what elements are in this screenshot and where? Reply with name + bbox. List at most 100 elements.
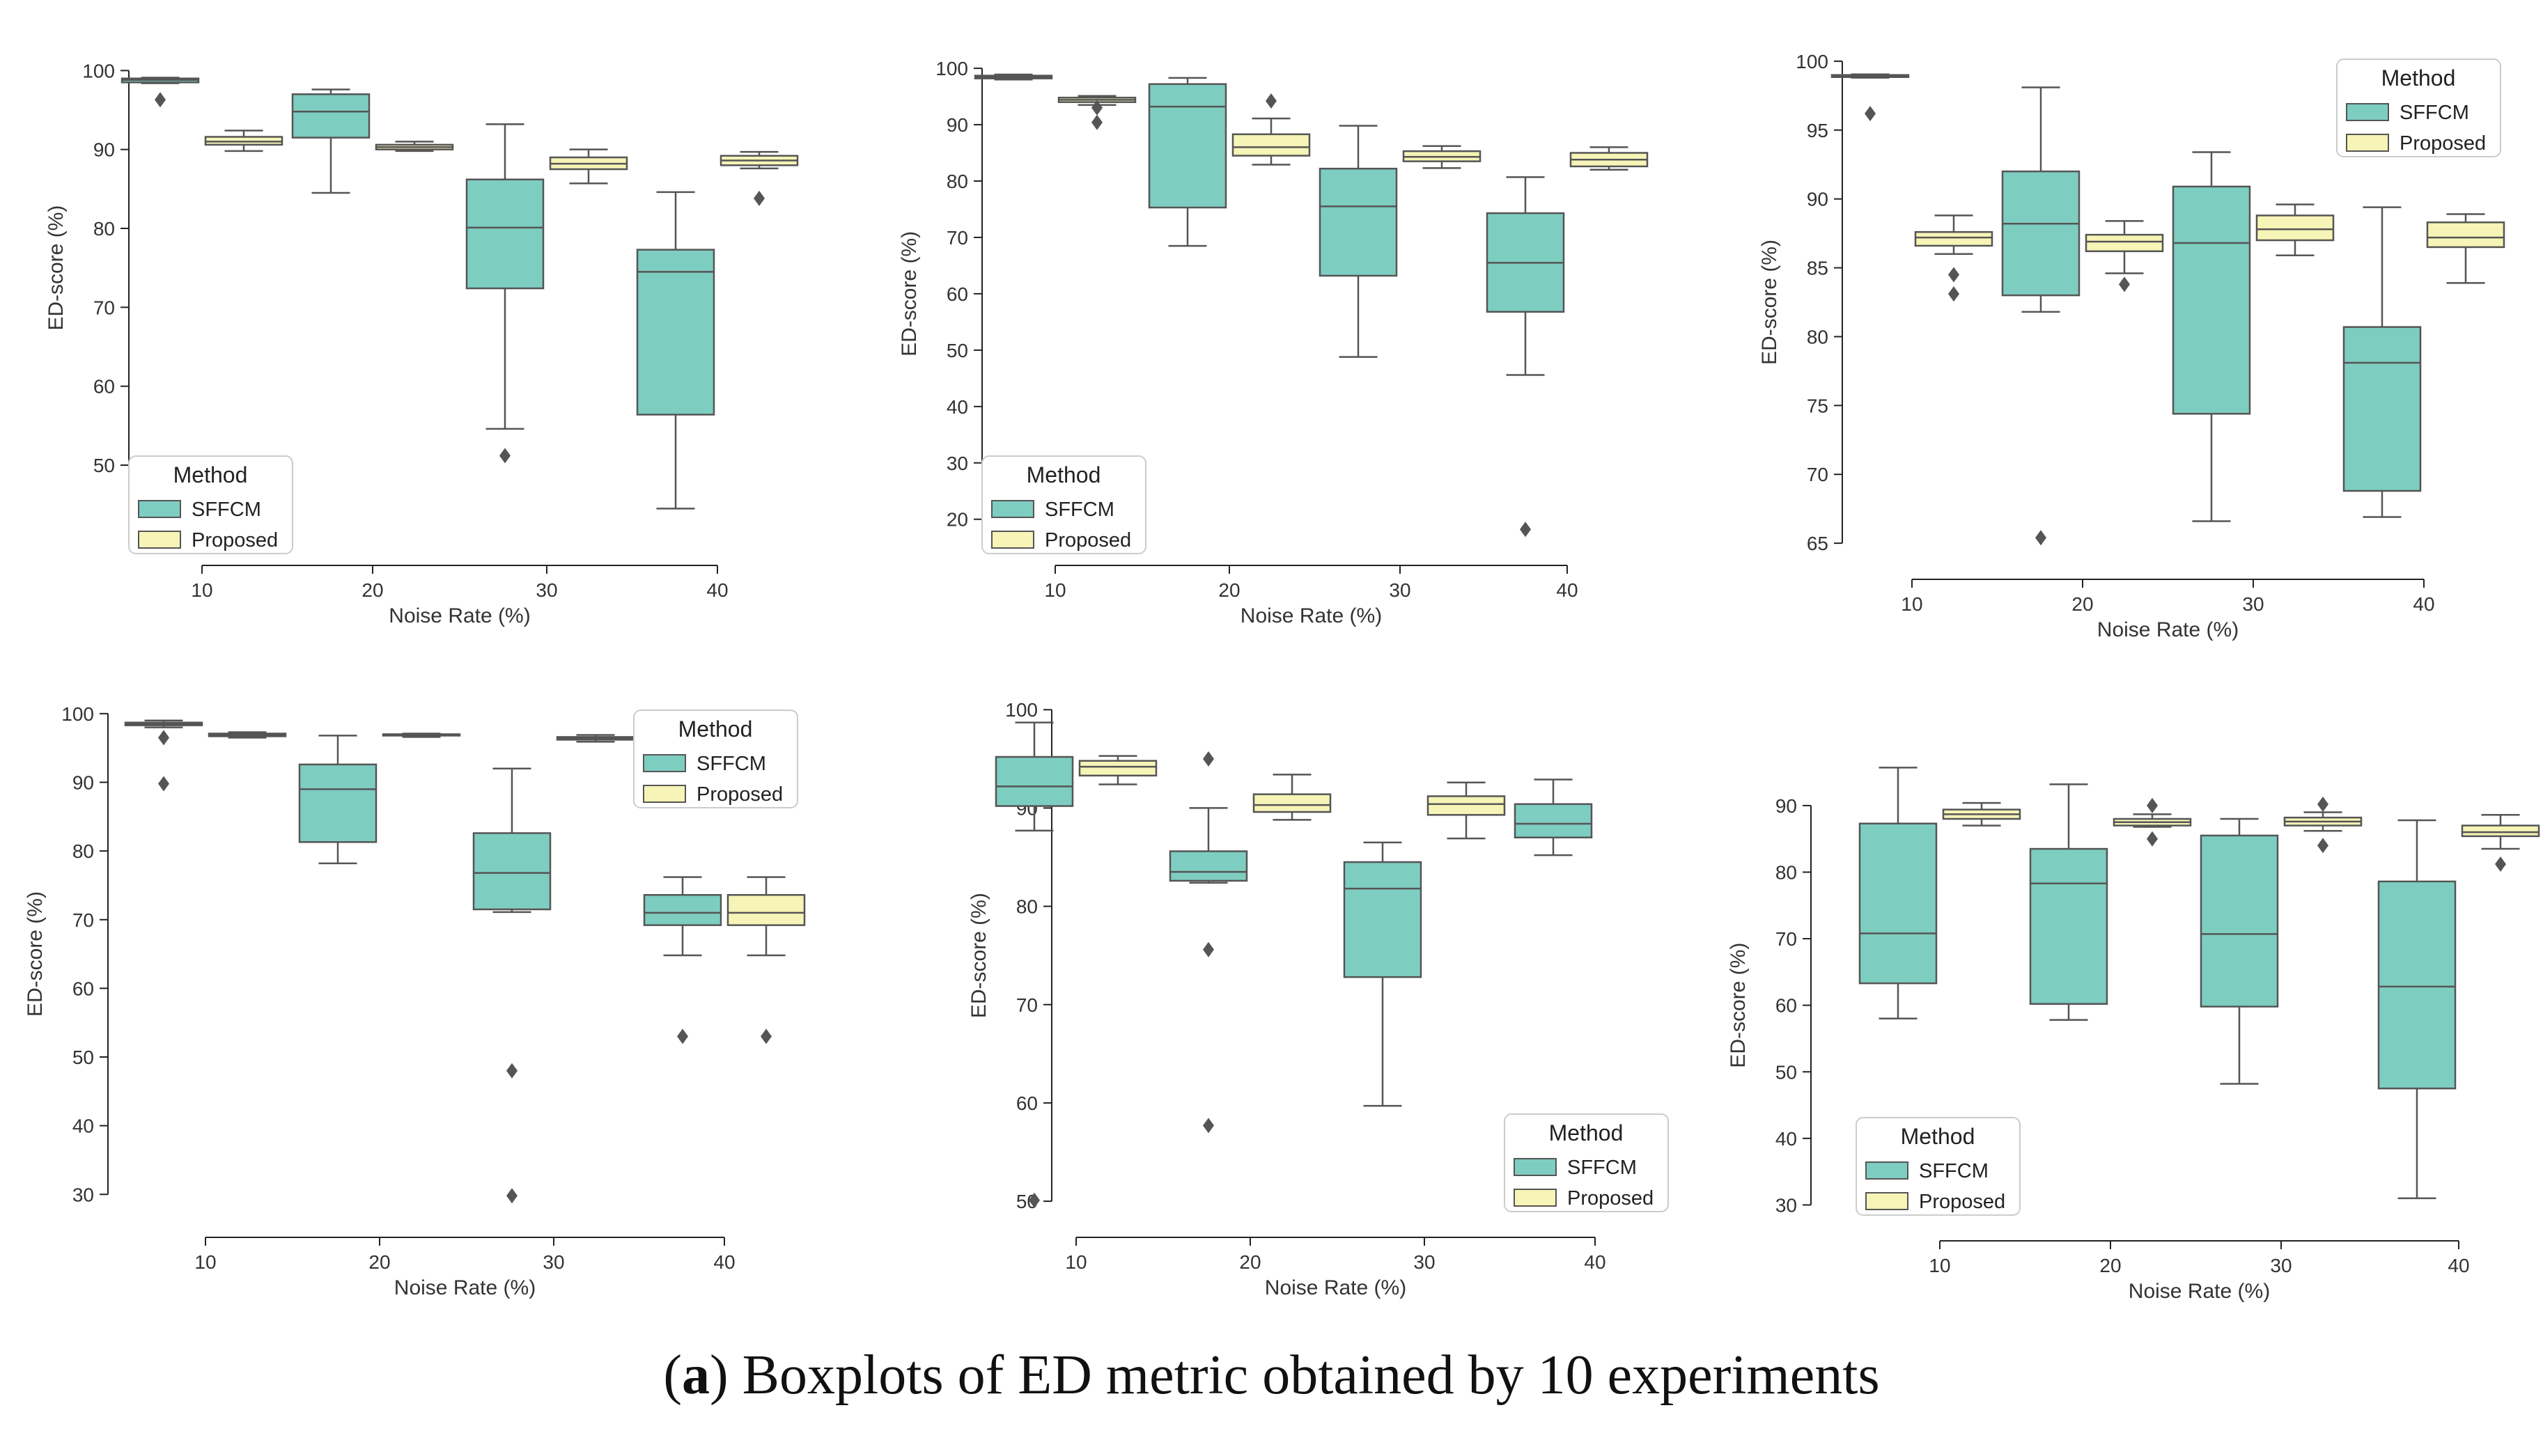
legend-label-proposed: Proposed (192, 529, 278, 551)
outlier-point (1029, 1192, 1040, 1208)
legend-label-proposed: Proposed (1567, 1187, 1654, 1210)
iqr-box (1148, 83, 1227, 209)
iqr-box (1231, 133, 1311, 157)
outlier-point (1203, 941, 1214, 957)
iqr-box (2461, 824, 2540, 838)
y-tick-label: 80 (93, 218, 115, 240)
box-proposed-10 (204, 130, 283, 152)
box-sffcm-20 (1148, 77, 1227, 247)
x-tick-label: 20 (2071, 593, 2093, 615)
iqr-box (2377, 880, 2457, 1090)
y-tick-label: 50 (947, 340, 968, 361)
box-proposed-40 (720, 150, 799, 206)
iqr-box (472, 832, 552, 911)
box-proposed-30 (1402, 145, 1482, 169)
y-tick-label: 50 (93, 455, 115, 476)
legend-swatch-proposed (991, 531, 1034, 549)
x-tick-label: 30 (2270, 1255, 2292, 1276)
iqr-box (2426, 221, 2505, 249)
x-tick-label: 30 (1389, 579, 1410, 601)
box-proposed-20 (382, 733, 461, 738)
outlier-point (754, 190, 765, 206)
y-tick-label: 90 (72, 772, 94, 793)
y-tick-label: 30 (1775, 1194, 1797, 1216)
box-proposed-20 (2113, 797, 2192, 847)
y-tick-label: 90 (1775, 795, 1797, 817)
y-tick-label: 100 (82, 60, 115, 81)
box-sffcm-20 (2029, 783, 2108, 1021)
box-sffcm-20 (298, 735, 378, 865)
outlier-point (2147, 831, 2158, 847)
y-tick-label: 60 (72, 978, 94, 999)
x-tick-label: 10 (1929, 1255, 1950, 1276)
box-sffcm-30 (1343, 841, 1422, 1107)
x-tick-label: 20 (368, 1251, 390, 1273)
outlier-point (2035, 530, 2046, 546)
box-sffcm-10 (1858, 767, 1938, 1020)
iqr-box (1319, 167, 1398, 277)
y-axis-label: ED-score (%) (45, 205, 68, 331)
x-axis-label: Noise Rate (%) (2129, 1280, 2270, 1303)
y-tick-label: 80 (1775, 862, 1797, 884)
outlier-point (2147, 797, 2158, 813)
iqr-box (1426, 795, 1506, 816)
y-tick-label: 80 (1016, 896, 1038, 918)
y-tick-label: 80 (1807, 326, 1828, 347)
caption-text: Boxplots of ED metric obtained by 10 exp… (728, 1345, 1880, 1406)
y-tick-label: 80 (947, 171, 968, 192)
iqr-box (2085, 233, 2164, 253)
y-tick-label: 60 (1016, 1093, 1038, 1114)
outlier-point (158, 730, 169, 746)
x-axis-label: Noise Rate (%) (2097, 618, 2239, 641)
outlier-point (506, 1063, 518, 1079)
box-proposed-30 (1426, 781, 1506, 840)
legend-label-sffcm: SFFCM (2400, 102, 2469, 124)
iqr-box (1252, 793, 1332, 813)
outlier-point (2495, 856, 2506, 872)
iqr-box (2342, 326, 2422, 492)
iqr-box (1514, 803, 1593, 839)
box-proposed-40 (726, 876, 806, 1044)
y-tick-label: 65 (1807, 533, 1828, 554)
x-axis-label: Noise Rate (%) (389, 604, 530, 627)
legend-label-proposed: Proposed (1919, 1191, 2005, 1213)
legend-swatch-sffcm (643, 754, 686, 772)
box-proposed-10 (1078, 755, 1158, 785)
y-tick-label: 85 (1807, 258, 1828, 279)
legend-title: Method (2381, 65, 2456, 91)
legend-title: Method (173, 462, 248, 487)
box-sffcm-10 (974, 73, 1053, 81)
box-sffcm-20 (291, 88, 371, 194)
iqr-box (1914, 230, 1993, 247)
legend-title: Method (1901, 1124, 1975, 1149)
legend-label-proposed: Proposed (1045, 529, 1131, 551)
legend-swatch-sffcm (1865, 1161, 1908, 1180)
outlier-point (1266, 93, 1277, 109)
outlier-point (761, 1028, 772, 1044)
iqr-box (2001, 170, 2081, 297)
y-tick-label: 70 (1807, 464, 1828, 485)
legend-swatch-sffcm (1514, 1158, 1557, 1176)
x-tick-label: 40 (1584, 1251, 1605, 1273)
legend-frame (981, 455, 1146, 554)
y-tick-label: 60 (1775, 995, 1797, 1017)
x-tick-label: 20 (1218, 579, 1240, 601)
iqr-box (643, 893, 722, 926)
x-tick-label: 30 (543, 1251, 564, 1273)
outlier-point (158, 776, 169, 792)
caption-label-open: ( (663, 1345, 682, 1406)
caption-label-close: ) (709, 1345, 729, 1406)
y-tick-label: 70 (1016, 994, 1038, 1016)
outlier-point (506, 1188, 518, 1204)
x-tick-label: 10 (1901, 593, 1922, 615)
legend-label-proposed: Proposed (2400, 132, 2486, 155)
y-tick-label: 60 (947, 283, 968, 305)
iqr-box (726, 893, 806, 926)
y-tick-label: 40 (1775, 1128, 1797, 1150)
y-tick-label: 40 (947, 396, 968, 418)
box-proposed-20 (1231, 93, 1311, 166)
box-sffcm-30 (472, 767, 552, 1204)
y-axis-label: ED-score (%) (967, 893, 990, 1018)
legend-swatch-sffcm (2346, 103, 2389, 121)
box-sffcm-30 (465, 123, 545, 464)
